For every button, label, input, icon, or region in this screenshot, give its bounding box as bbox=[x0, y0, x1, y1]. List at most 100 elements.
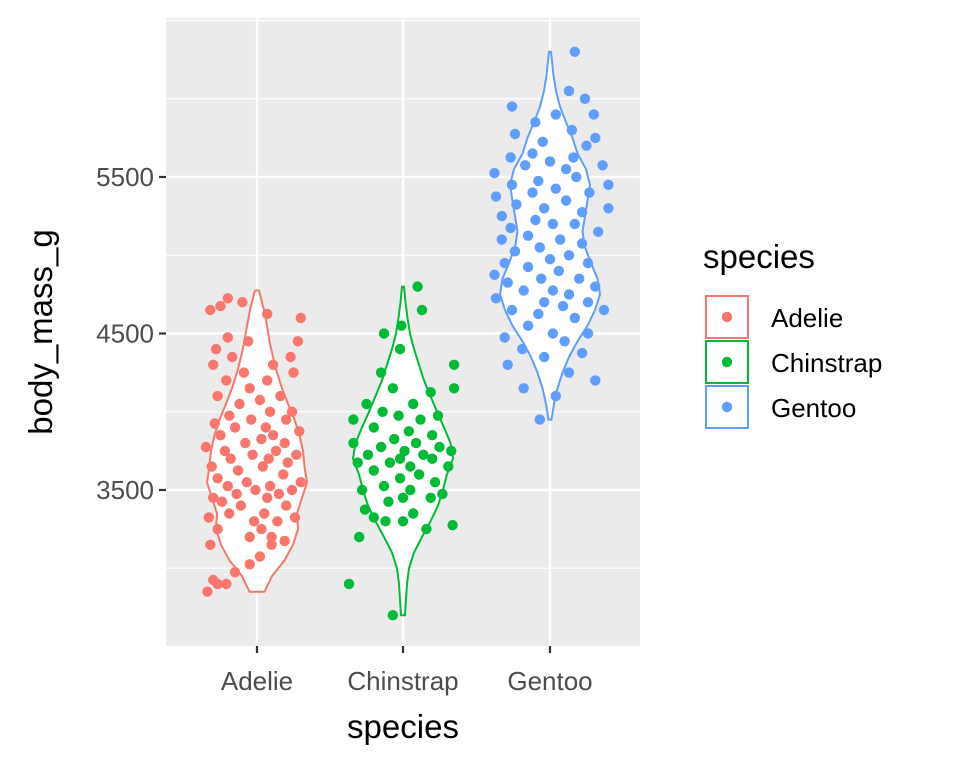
point-adelie bbox=[289, 512, 301, 523]
point-chinstrap bbox=[448, 383, 460, 394]
point-adelie bbox=[266, 539, 277, 550]
point-chinstrap bbox=[362, 449, 374, 460]
x-tick-label: Adelie bbox=[221, 666, 293, 696]
point-gentoo bbox=[571, 171, 582, 183]
point-gentoo bbox=[550, 109, 561, 120]
point-chinstrap bbox=[425, 492, 436, 503]
point-chinstrap bbox=[427, 453, 438, 464]
point-chinstrap bbox=[378, 328, 390, 339]
point-adelie bbox=[237, 297, 248, 308]
point-gentoo bbox=[550, 183, 561, 194]
point-chinstrap bbox=[394, 343, 406, 355]
point-gentoo bbox=[496, 234, 507, 245]
point-chinstrap bbox=[408, 398, 419, 410]
point-adelie bbox=[270, 445, 282, 457]
point-adelie bbox=[229, 422, 241, 433]
point-gentoo bbox=[502, 277, 513, 288]
point-gentoo bbox=[568, 152, 579, 163]
point-chinstrap bbox=[356, 484, 368, 496]
point-chinstrap bbox=[432, 410, 444, 421]
point-adelie bbox=[238, 367, 250, 378]
y-axis-title: body_mass_g bbox=[22, 229, 59, 434]
point-gentoo bbox=[555, 234, 566, 245]
point-gentoo bbox=[544, 156, 556, 167]
point-chinstrap bbox=[384, 457, 396, 468]
point-adelie bbox=[295, 312, 306, 324]
point-adelie bbox=[254, 394, 266, 406]
point-adelie bbox=[221, 375, 232, 386]
point-chinstrap bbox=[427, 430, 438, 441]
point-chinstrap bbox=[397, 492, 409, 503]
point-adelie bbox=[200, 441, 212, 453]
point-chinstrap bbox=[354, 531, 365, 543]
point-adelie bbox=[235, 500, 247, 511]
point-gentoo bbox=[517, 343, 528, 355]
point-chinstrap bbox=[447, 520, 458, 531]
point-gentoo bbox=[559, 336, 570, 347]
point-gentoo bbox=[518, 383, 529, 394]
point-adelie bbox=[281, 414, 292, 425]
point-chinstrap bbox=[389, 433, 400, 445]
point-gentoo bbox=[489, 269, 500, 280]
point-adelie bbox=[206, 461, 217, 472]
point-adelie bbox=[240, 437, 251, 449]
point-adelie bbox=[264, 406, 276, 417]
point-gentoo bbox=[550, 390, 561, 402]
x-axis: Adelie Chinstrap Gentoo bbox=[221, 646, 593, 696]
point-gentoo bbox=[537, 136, 548, 147]
point-adelie bbox=[212, 523, 223, 535]
point-adelie bbox=[210, 343, 222, 355]
point-gentoo bbox=[490, 191, 502, 202]
point-chinstrap bbox=[368, 465, 379, 476]
point-chinstrap bbox=[446, 445, 457, 457]
point-adelie bbox=[262, 375, 273, 386]
point-gentoo bbox=[490, 293, 502, 304]
point-adelie bbox=[219, 445, 231, 457]
point-adelie bbox=[224, 410, 235, 421]
legend-key-gentoo bbox=[705, 385, 749, 429]
point-gentoo bbox=[534, 414, 545, 425]
point-chinstrap bbox=[348, 414, 359, 425]
point-adelie bbox=[281, 500, 292, 511]
point-gentoo bbox=[553, 265, 564, 277]
point-gentoo bbox=[522, 320, 534, 331]
y-tick-label: 4500 bbox=[96, 319, 154, 349]
point-adelie bbox=[246, 414, 257, 425]
point-gentoo bbox=[560, 164, 572, 175]
point-gentoo bbox=[509, 128, 521, 140]
point-adelie bbox=[272, 516, 283, 527]
point-adelie bbox=[215, 300, 226, 312]
point-gentoo bbox=[576, 207, 588, 218]
point-adelie bbox=[203, 512, 214, 523]
point-adelie bbox=[254, 551, 266, 562]
point-adelie bbox=[243, 336, 254, 347]
point-chinstrap bbox=[361, 398, 372, 410]
point-chinstrap bbox=[394, 453, 406, 464]
point-chinstrap bbox=[405, 484, 416, 496]
point-adelie bbox=[222, 332, 233, 343]
point-adelie bbox=[241, 477, 252, 488]
point-gentoo bbox=[569, 218, 580, 230]
point-gentoo bbox=[522, 261, 534, 273]
point-adelie bbox=[248, 516, 260, 527]
x-tick-label: Gentoo bbox=[507, 666, 592, 696]
point-chinstrap bbox=[397, 516, 409, 527]
point-chinstrap bbox=[413, 469, 425, 480]
point-adelie bbox=[209, 418, 220, 429]
x-tick-label: Chinstrap bbox=[347, 666, 458, 696]
point-chinstrap bbox=[396, 320, 407, 331]
point-chinstrap bbox=[421, 523, 432, 535]
point-gentoo bbox=[544, 254, 556, 265]
point-chinstrap bbox=[408, 508, 419, 519]
point-gentoo bbox=[590, 281, 601, 292]
point-gentoo bbox=[576, 238, 588, 249]
y-tick-label: 5500 bbox=[96, 162, 154, 192]
point-adelie bbox=[257, 461, 268, 472]
point-gentoo bbox=[489, 167, 500, 179]
point-gentoo bbox=[522, 230, 534, 241]
point-gentoo bbox=[505, 222, 516, 234]
point-adelie bbox=[208, 359, 219, 370]
point-gentoo bbox=[505, 152, 516, 163]
x-axis-title: species bbox=[347, 708, 459, 745]
